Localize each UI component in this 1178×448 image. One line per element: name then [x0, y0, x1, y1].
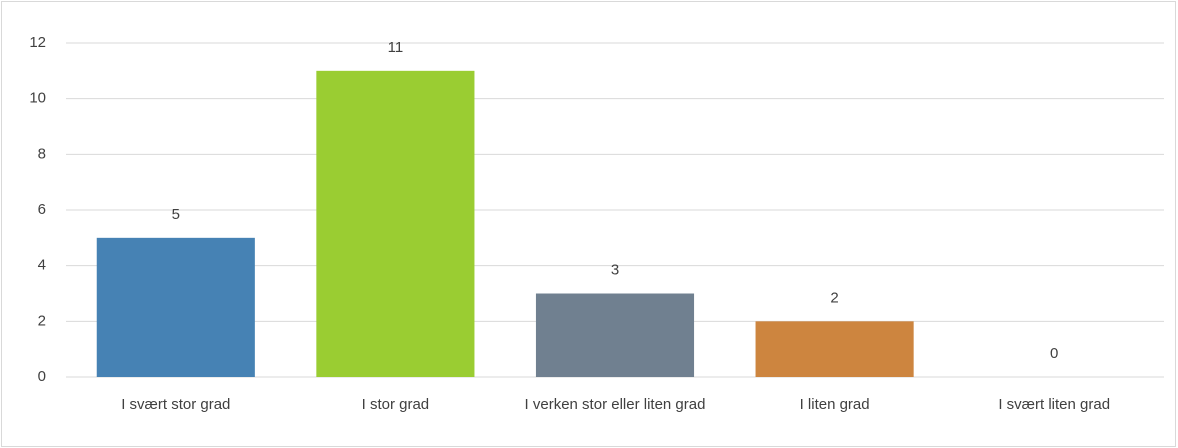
- value-label: 11: [388, 39, 404, 56]
- y-tick-label: 10: [29, 90, 46, 107]
- y-tick-label: 12: [29, 34, 46, 51]
- value-label: 0: [1050, 345, 1058, 362]
- x-tick-label: I verken stor eller liten grad: [524, 396, 706, 413]
- y-tick-label: 0: [38, 368, 46, 385]
- y-tick-label: 4: [38, 257, 46, 274]
- x-tick-label: I svært liten grad: [998, 396, 1111, 413]
- y-tick-label: 2: [38, 312, 46, 329]
- y-tick-label: 6: [38, 201, 46, 218]
- bar: [755, 321, 914, 377]
- bar: [316, 70, 475, 377]
- y-tick-label: 8: [38, 145, 46, 162]
- x-tick-label: I stor grad: [361, 396, 430, 413]
- value-label: 5: [172, 206, 180, 223]
- value-label: 3: [611, 261, 619, 278]
- x-tick-label: I liten grad: [799, 396, 870, 413]
- x-tick-label: I svært stor grad: [121, 396, 231, 413]
- bar: [535, 293, 695, 377]
- value-label: 2: [830, 289, 838, 306]
- bar: [96, 237, 255, 377]
